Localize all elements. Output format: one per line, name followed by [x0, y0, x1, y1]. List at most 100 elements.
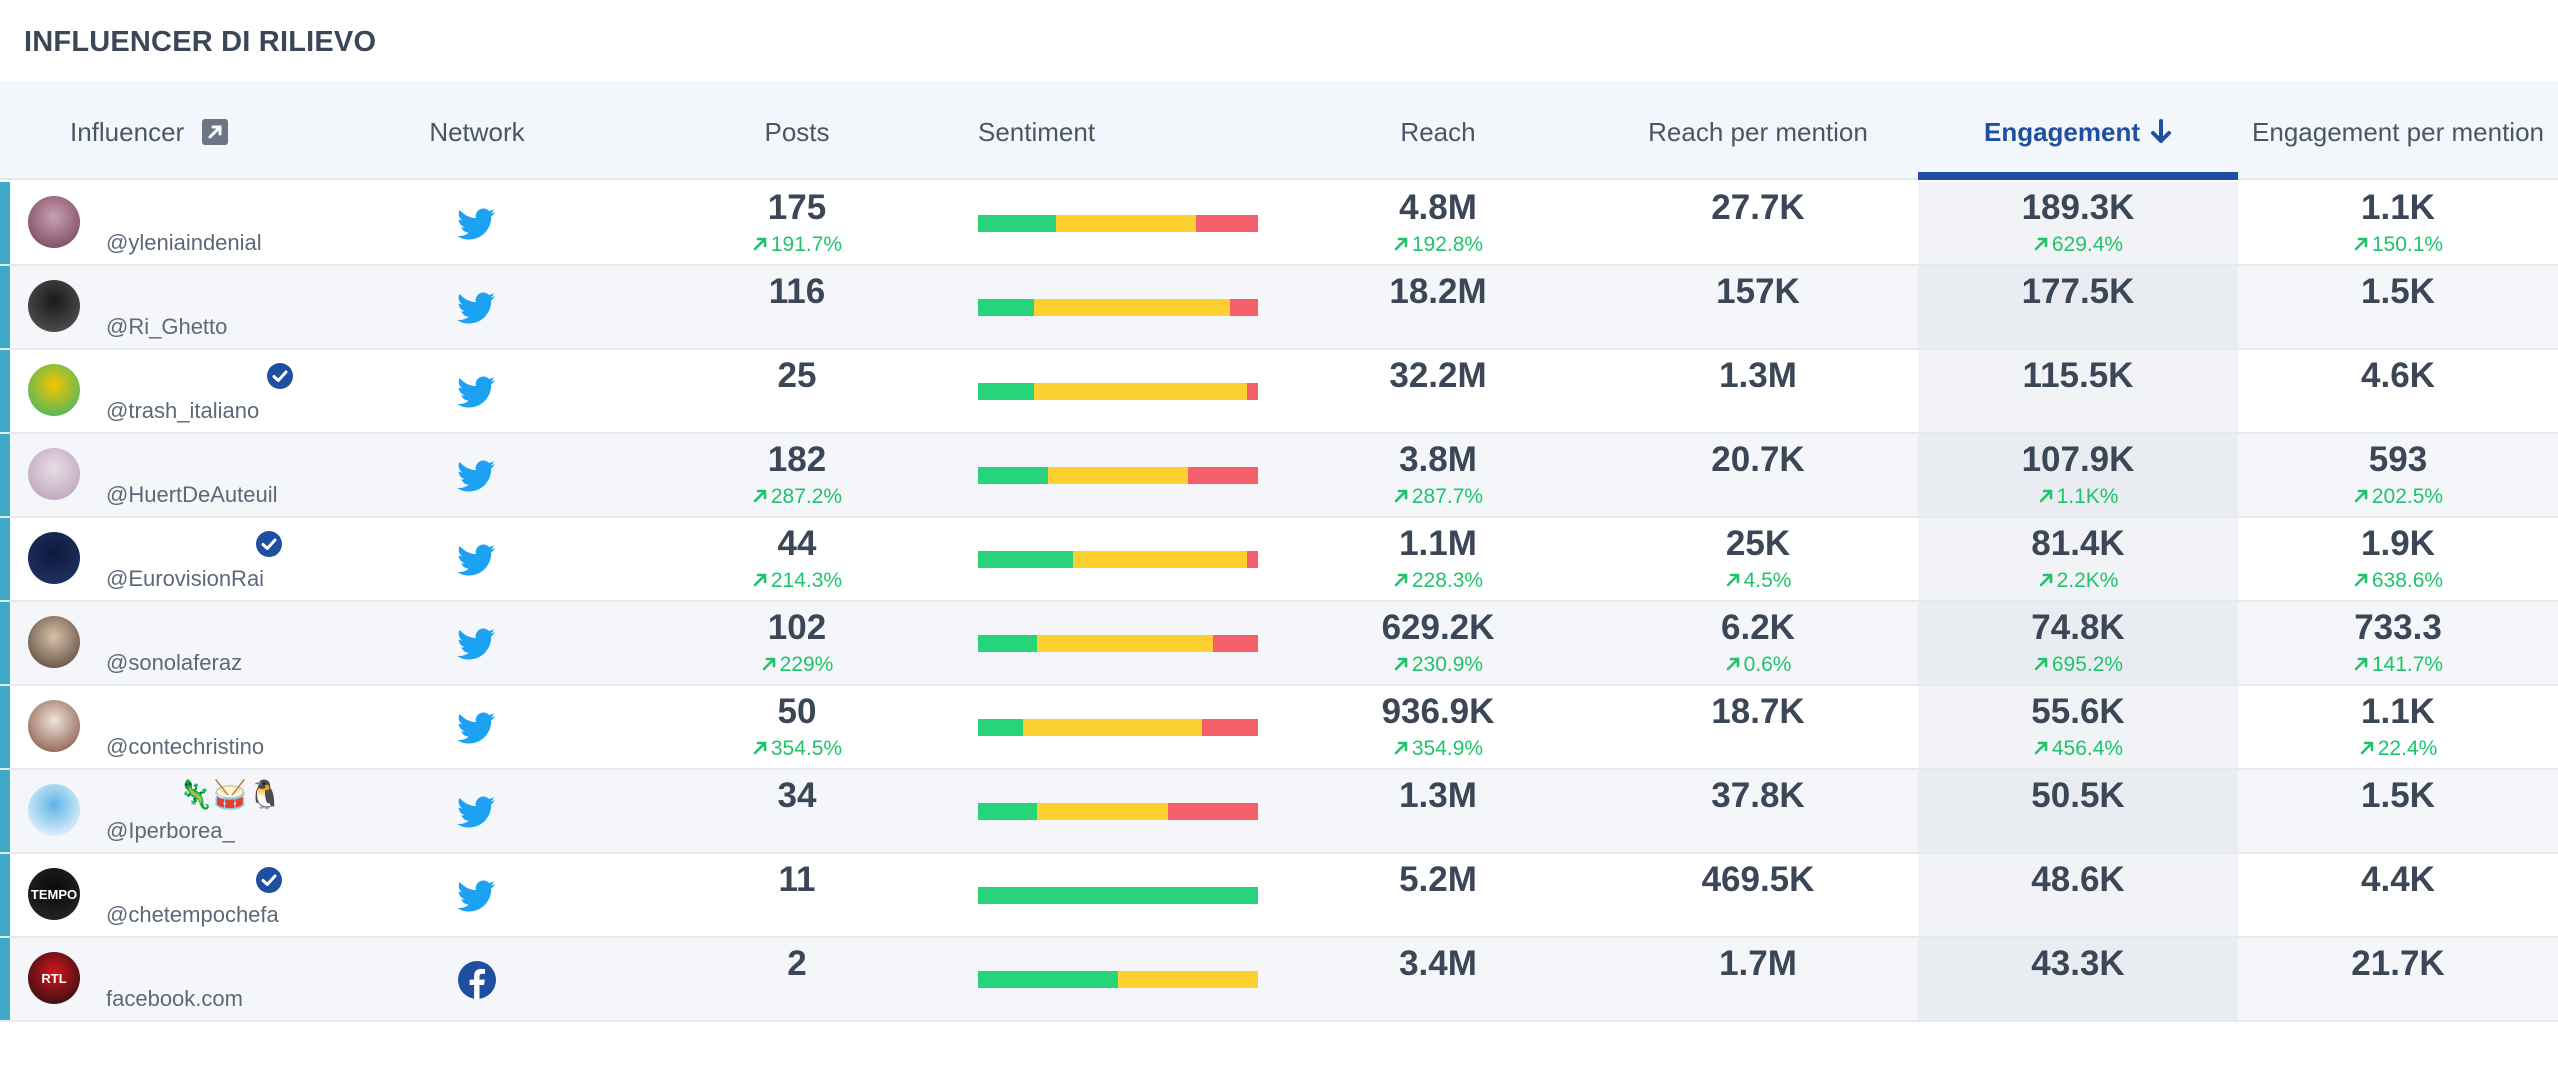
influencer-handle[interactable]: @sonolaferaz — [106, 650, 243, 675]
influencer-handle[interactable]: @trash_italiano — [106, 398, 260, 423]
posts-value: 2 — [787, 944, 807, 983]
influencer-handle[interactable]: @EurovisionRai — [106, 566, 265, 591]
reach-delta-text: 192.8% — [1411, 233, 1484, 256]
table-row[interactable]: @EurovisionRai 44 214.3% 1.1M 228.3% 25K 4.5% 8… — [0, 518, 2558, 602]
column-header-network-label: Network — [429, 116, 525, 147]
engagement-per-mention-delta-text: 150.1% — [2371, 233, 2444, 256]
twitter-icon[interactable] — [457, 792, 497, 832]
trend-up-icon — [1394, 489, 1408, 503]
column-header-engagement-per-mention[interactable]: Engagement per mention — [2238, 84, 2558, 180]
sentiment-neutral-segment — [1034, 299, 1230, 316]
reach-cell: 5.2M — [1278, 858, 1598, 902]
column-header-influencer[interactable]: Influencer — [70, 84, 370, 180]
row-accent-bar — [0, 602, 10, 684]
row-accent-bar — [0, 182, 10, 264]
twitter-icon[interactable] — [457, 624, 497, 664]
verified-badge-icon — [256, 531, 282, 557]
reach-per-mention-cell: 6.2K 0.6% — [1598, 606, 1918, 678]
engagement-delta: 2.2K% — [1918, 568, 2238, 594]
influencer-handle[interactable]: @contechristino — [106, 734, 265, 759]
twitter-icon[interactable] — [457, 876, 497, 916]
column-header-sentiment[interactable]: Sentiment — [978, 84, 1278, 180]
avatar[interactable] — [28, 700, 80, 752]
engagement-cell: 43.3K — [1918, 942, 2238, 986]
table-row[interactable]: @Iperborea_ 🦎🥁🐧 34 1.3M 37.8K 50.5K 1.5K — [0, 770, 2558, 854]
table-row[interactable]: @trash_italiano 25 32.2M 1.3M 115.5K 4.6K — [0, 350, 2558, 434]
column-header-posts[interactable]: Posts — [637, 84, 957, 180]
table-row[interactable]: @contechristino 50 354.5% 936.9K 354.9% 18.7K… — [0, 686, 2558, 770]
sorted-column-shade — [1918, 182, 2238, 264]
column-header-engagement[interactable]: Engagement — [1918, 84, 2238, 180]
sentiment-neutral-segment — [1073, 551, 1247, 568]
reach-per-mention-value: 25K — [1725, 524, 1791, 563]
trend-up-icon — [1394, 237, 1408, 251]
table-row[interactable]: @yleniaindenial 175 191.7% 4.8M 192.8% 27.7K 1… — [0, 182, 2558, 266]
sentiment-neutral-segment — [1056, 215, 1197, 232]
reach-per-mention-cell: 20.7K — [1598, 438, 1918, 482]
posts-delta: 354.5% — [637, 736, 957, 762]
influencer-handle[interactable]: @yleniaindenial — [106, 230, 262, 255]
avatar[interactable] — [28, 448, 80, 500]
avatar[interactable] — [28, 280, 80, 332]
avatar[interactable] — [28, 616, 80, 668]
influencer-handle[interactable]: @chetempochefa — [106, 902, 279, 927]
reach-per-mention-cell: 27.7K — [1598, 186, 1918, 230]
facebook-icon[interactable] — [457, 960, 497, 1000]
open-external-icon[interactable] — [202, 119, 229, 145]
posts-value: 50 — [777, 692, 817, 731]
row-accent-bar — [0, 938, 10, 1020]
sorted-column-shade — [1918, 350, 2238, 432]
trend-up-icon — [2354, 237, 2368, 251]
engagement-per-mention-value: 593 — [2368, 440, 2428, 479]
table-row[interactable]: TEMPO @chetempochefa 11 5.2M 469.5K 48.6K 4.4K — [0, 854, 2558, 938]
reach-per-mention-value: 469.5K — [1701, 860, 1815, 899]
column-header-network[interactable]: Network — [317, 84, 637, 180]
sorted-column-shade — [1918, 938, 2238, 1020]
avatar[interactable] — [28, 532, 80, 584]
avatar[interactable] — [28, 196, 80, 248]
avatar[interactable]: RTL — [28, 952, 80, 1004]
engagement-per-mention-value: 1.5K — [2361, 776, 2435, 815]
column-header-reach-per-mention[interactable]: Reach per mention — [1598, 84, 1918, 180]
posts-cell: 44 214.3% — [637, 522, 957, 594]
sentiment-positive-segment — [978, 215, 1057, 232]
reach-delta-text: 287.7% — [1411, 485, 1484, 508]
twitter-icon[interactable] — [457, 204, 497, 244]
column-header-reach[interactable]: Reach — [1278, 84, 1598, 180]
twitter-icon[interactable] — [457, 456, 497, 496]
avatar[interactable] — [28, 784, 80, 836]
twitter-icon[interactable] — [457, 708, 497, 748]
trend-up-icon — [1726, 657, 1739, 671]
engagement-per-mention-value: 1.1K — [2361, 692, 2435, 731]
twitter-icon[interactable] — [457, 288, 497, 328]
avatar[interactable] — [28, 364, 80, 416]
engagement-per-mention-value: 1.9K — [2361, 524, 2435, 563]
reach-delta-text: 230.9% — [1411, 653, 1484, 676]
table-row[interactable]: @sonolaferaz 102 229% 629.2K 230.9% 6.2K 0.6% 7… — [0, 602, 2558, 686]
reach-per-mention-value: 37.8K — [1711, 776, 1805, 815]
reach-per-mention-cell: 157K — [1598, 270, 1918, 314]
influencer-handle[interactable]: @Ri_Ghetto — [106, 314, 228, 339]
reach-per-mention-value: 18.7K — [1711, 692, 1805, 731]
sorted-column-shade — [1918, 266, 2238, 348]
table-row[interactable]: @Ri_Ghetto 116 18.2M 157K 177.5K 1.5K — [0, 266, 2558, 350]
row-accent-bar — [0, 686, 10, 768]
table-row[interactable]: @HuertDeAuteuil 182 287.2% 3.8M 287.7% 20.7K 1… — [0, 434, 2558, 518]
influencer-handle[interactable]: facebook.com — [106, 986, 243, 1011]
reach-value: 3.8M — [1399, 440, 1477, 479]
table-row[interactable]: RTL facebook.com 2 3.4M 1.7M 43.3K 21.7K — [0, 938, 2558, 1022]
sentiment-bar — [978, 299, 1258, 316]
posts-value: 25 — [777, 356, 817, 395]
column-header-reach-per-mention-label: Reach per mention — [1648, 116, 1868, 147]
avatar[interactable]: TEMPO — [28, 868, 80, 920]
sentiment-negative-segment — [1188, 467, 1258, 484]
influencer-handle[interactable]: @Iperborea_ — [106, 818, 235, 843]
engagement-value: 55.6K — [2031, 692, 2125, 731]
engagement-per-mention-cell: 1.9K 638.6% — [2238, 522, 2558, 594]
trend-up-icon — [2034, 741, 2048, 755]
twitter-icon[interactable] — [457, 372, 497, 412]
influencer-handle[interactable]: @HuertDeAuteuil — [106, 482, 278, 507]
engagement-delta-text: 629.4% — [2051, 233, 2124, 256]
reach-cell: 18.2M — [1278, 270, 1598, 314]
twitter-icon[interactable] — [457, 540, 497, 580]
